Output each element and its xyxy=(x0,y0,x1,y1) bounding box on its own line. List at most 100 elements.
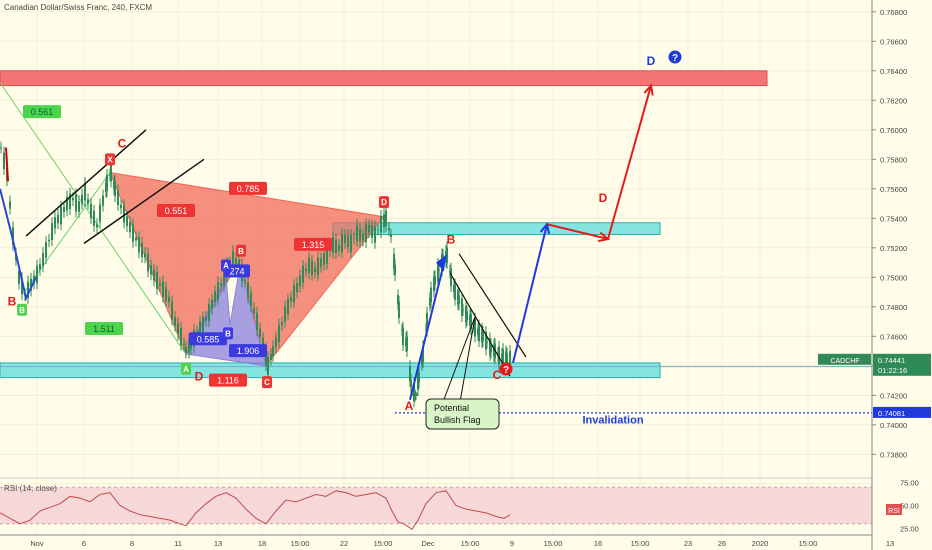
price-tick-label: 0.76000 xyxy=(880,126,907,135)
ratio-label-box xyxy=(157,203,195,217)
candle-body xyxy=(9,201,11,209)
candle-body xyxy=(262,337,264,350)
candle-body xyxy=(90,203,92,219)
price-tick-label: 0.73800 xyxy=(880,450,907,459)
candle-body xyxy=(180,327,182,345)
candle-body xyxy=(129,222,131,233)
candle-body xyxy=(368,225,370,233)
candle-body xyxy=(470,313,472,330)
candle-body xyxy=(290,297,292,302)
point-badge xyxy=(17,303,27,316)
candle-body xyxy=(217,282,219,300)
price-tick-label: 0.76800 xyxy=(880,8,907,17)
candle-body xyxy=(270,354,272,360)
time-tick-label: 9 xyxy=(510,539,514,548)
question-icon-glyph: ? xyxy=(503,365,509,376)
candle-body xyxy=(117,190,119,206)
up-arrow-icon xyxy=(411,390,419,400)
candle-body xyxy=(397,295,399,305)
candle-body xyxy=(93,210,95,226)
price-tick-label: 0.74200 xyxy=(880,391,907,400)
candle-body xyxy=(418,372,420,383)
candle-body xyxy=(220,283,222,287)
candle-body xyxy=(96,224,98,228)
ratio-label: 1.315 xyxy=(302,240,325,250)
candle-body xyxy=(356,225,358,242)
ratio-label-box xyxy=(294,237,332,251)
candle-body xyxy=(156,271,158,289)
candle-body xyxy=(326,246,328,264)
candle-body xyxy=(320,258,322,267)
time-tick-label: Dec xyxy=(421,539,435,548)
callout-pointer xyxy=(459,316,476,403)
candle-body xyxy=(81,194,83,204)
candle-body xyxy=(147,253,149,272)
point-badge xyxy=(221,259,231,272)
candle-body xyxy=(159,283,161,286)
candle-body xyxy=(302,265,304,283)
callout-box xyxy=(425,398,500,430)
time-tick-label: 18 xyxy=(258,539,266,548)
candle-body xyxy=(509,350,511,369)
candle-body xyxy=(78,201,80,212)
price-tick-label: 0.74000 xyxy=(880,421,907,430)
time-tick-label: 22 xyxy=(340,539,348,548)
candle-body xyxy=(84,183,86,201)
candle-body xyxy=(293,284,295,303)
price-tick-label: 0.75800 xyxy=(880,155,907,164)
question-icon-glyph: ? xyxy=(672,53,678,64)
candle-body xyxy=(335,239,337,254)
candle-body xyxy=(183,343,185,346)
rsi-tick-label: 50.00 xyxy=(900,502,919,511)
zone-cyan[interactable] xyxy=(0,362,661,379)
candle-body xyxy=(374,226,376,243)
price-tick-label: 0.75200 xyxy=(880,244,907,253)
candle-body xyxy=(410,379,412,388)
candle-body xyxy=(350,235,352,252)
candle-body xyxy=(299,275,301,287)
candle-body xyxy=(308,257,310,274)
rsi-line xyxy=(0,490,511,531)
candle-body xyxy=(362,234,364,241)
current-price-label: 0.74441 xyxy=(878,356,905,365)
price-axis-bg xyxy=(872,0,932,550)
candle-body xyxy=(247,282,249,298)
candle-body xyxy=(42,252,44,267)
rsi-label: RSI (14, close) xyxy=(4,484,57,493)
candle-body xyxy=(244,279,246,282)
candle-body xyxy=(202,317,204,332)
ratio-label: 1.116 xyxy=(217,376,239,386)
ratio-label: 1.906 xyxy=(237,346,260,356)
candle-body xyxy=(474,318,476,337)
candle-body xyxy=(250,292,252,307)
candle-body xyxy=(54,217,56,229)
candle-body xyxy=(144,253,146,258)
candle-body xyxy=(99,204,101,222)
point-badge-label: X xyxy=(107,155,113,164)
candle-body xyxy=(171,301,173,320)
point-badge xyxy=(181,362,191,375)
candle-body xyxy=(461,298,463,316)
zone-red[interactable] xyxy=(0,70,768,87)
callout-pointer xyxy=(442,316,476,403)
candle-body xyxy=(138,237,140,253)
rsi-tag-label: RSI xyxy=(888,508,900,515)
time-tick-label: 6 xyxy=(82,539,86,548)
candle-body xyxy=(114,181,116,197)
candle-body xyxy=(353,237,355,239)
ratio-label: 1.511 xyxy=(93,324,115,334)
candle-body xyxy=(450,268,452,287)
candle-body xyxy=(390,234,392,238)
candle-body xyxy=(0,147,2,149)
point-badge xyxy=(262,376,272,389)
candle-body xyxy=(168,296,170,302)
candle-body xyxy=(87,199,89,204)
candle-body xyxy=(498,346,500,365)
candle-body xyxy=(177,323,179,335)
candle-body xyxy=(438,269,440,271)
candle-body xyxy=(430,287,432,303)
candle-body xyxy=(256,312,258,331)
rsi-tick-label: 75.00 xyxy=(900,479,919,488)
candle-body xyxy=(462,309,464,311)
